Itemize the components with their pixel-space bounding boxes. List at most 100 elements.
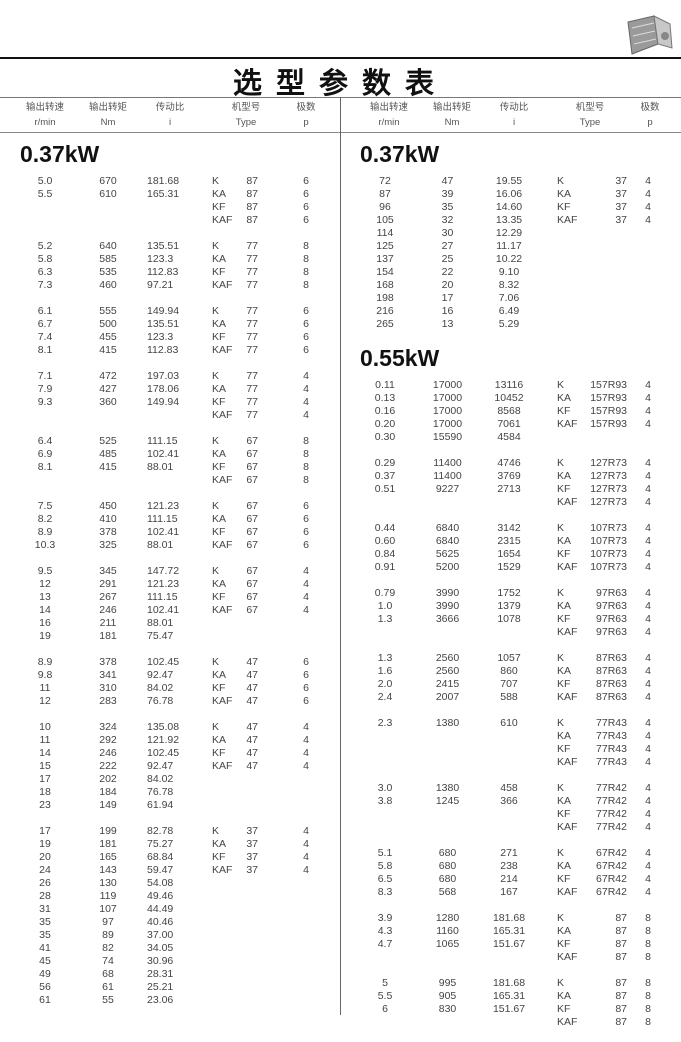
poles-cell: 4 (645, 392, 651, 404)
table-row: 41 82 34.05 (0, 942, 340, 955)
speed-cell: 0.16 (374, 405, 396, 417)
torque-cell: 2415 (435, 678, 460, 690)
poles-cell: 4 (645, 470, 651, 482)
table-row: 11 292 121.92 KA 47 4 (0, 734, 340, 747)
torque-cell: 680 (438, 860, 457, 872)
table-row: KA 77R43 4 (340, 730, 680, 743)
type-size-cell: 97R63 (596, 587, 627, 599)
torque-cell: 1380 (435, 717, 460, 729)
speed-cell: 7.1 (37, 370, 53, 382)
type-size-cell: 77 (246, 318, 258, 330)
speed-cell: 56 (39, 981, 51, 993)
row-group: 3.9 1280 181.68 K 87 8 4.3 1160 165.31 KA 87 8 4.7 10… (340, 912, 680, 964)
poles-cell: 4 (645, 847, 651, 859)
table-row: 3.8 1245 366 KA 77R42 4 (340, 795, 680, 808)
torque-cell: 17000 (432, 392, 463, 404)
ratio-cell: 82.78 (147, 825, 174, 837)
ratio-cell: 34.05 (147, 942, 174, 954)
type-prefix-cell: KF (557, 808, 571, 820)
poles-cell: 4 (645, 821, 651, 833)
type-prefix-cell: K (557, 457, 565, 469)
type-size-cell: 77R43 (596, 730, 627, 742)
type-prefix-cell: KAF (557, 886, 578, 898)
type-prefix-cell: KAF (557, 626, 578, 638)
speed-cell: 0.20 (374, 418, 396, 430)
table-row: 7.4 455 123.3 KF 77 6 (0, 331, 340, 344)
table-row: 9.8 341 92.47 KA 47 6 (0, 669, 340, 682)
speed-cell: 8.9 (37, 656, 53, 668)
header-poles-unit: p (647, 117, 653, 128)
speed-cell: 16 (39, 617, 51, 629)
poles-cell: 4 (645, 522, 651, 534)
type-prefix-cell: KA (557, 665, 572, 677)
table-row: 24 143 59.47 KAF 37 4 (0, 864, 340, 877)
table-row: 8.9 378 102.41 KF 67 6 (0, 526, 340, 539)
poles-cell: 4 (303, 370, 309, 382)
speed-cell: 8.1 (37, 461, 53, 473)
type-size-cell: 77R43 (596, 717, 627, 729)
torque-cell: 55 (102, 994, 114, 1006)
type-prefix-cell: KAF (212, 539, 233, 551)
poles-cell: 8 (303, 266, 309, 278)
ratio-cell: 6.49 (498, 305, 520, 317)
page-title: 选型参数表 (232, 66, 448, 100)
poles-cell: 8 (645, 951, 651, 963)
poles-cell: 4 (303, 838, 309, 850)
type-size-cell: 67 (246, 435, 258, 447)
ratio-cell: 271 (500, 847, 518, 859)
table-row: 8.9 378 102.45 K 47 6 (0, 656, 340, 669)
ratio-cell: 44.49 (147, 903, 174, 915)
torque-cell: 16 (441, 305, 454, 317)
table-row: KAF 67 8 (0, 474, 340, 487)
table-row: 105 32 13.35 KAF 37 4 (340, 214, 680, 227)
row-group: 6.1 555 149.94 K 77 6 6.7 500 135.51 KA 77 6 7.4 455 1… (0, 305, 340, 357)
ratio-cell: 4584 (497, 431, 521, 443)
type-prefix-cell: KAF (212, 214, 233, 226)
type-size-cell: 157R93 (590, 405, 627, 417)
row-group: 10 324 135.08 K 47 4 11 292 121.92 KA 47 4 14 246 102.… (0, 721, 340, 812)
speed-cell: 5.8 (37, 253, 53, 265)
table-row: 19 181 75.27 KA 37 4 (0, 838, 340, 851)
table-row: 35 89 37.00 (0, 929, 340, 942)
header-ratio-unit: i (512, 117, 516, 128)
speed-cell: 7.4 (37, 331, 53, 343)
table-row: 0.91 5200 1529 KAF 107R73 4 (340, 561, 680, 574)
speed-cell: 1.3 (377, 652, 393, 664)
row-group: 6.4 525 111.15 K 67 8 6.9 485 102.41 KA 67 8 8.1 415 8… (0, 435, 340, 487)
speed-cell: 6.4 (37, 435, 53, 447)
gear-reducer-image (627, 15, 673, 55)
poles-cell: 8 (303, 461, 309, 473)
poles-cell: 8 (303, 253, 309, 265)
column-right: 0.37kW 72 47 19.55 K 37 4 87 39 16.06 KA 37 4 96 35 14.… (340, 140, 680, 1042)
speed-cell: 19 (39, 630, 51, 642)
row-group: 1.3 2560 1057 K 87R63 4 1.6 2560 860 KA 87R63 4 2.0 2… (340, 652, 680, 704)
table-row: 7.5 450 121.23 K 67 6 (0, 500, 340, 513)
ratio-cell: 84.02 (147, 682, 174, 694)
table-row: 23 149 61.94 (0, 799, 340, 812)
type-prefix-cell: K (212, 305, 220, 317)
table-row: 87 39 16.06 KA 37 4 (340, 188, 680, 201)
torque-cell: 184 (99, 786, 117, 798)
row-group: 0.29 11400 4746 K 127R73 4 0.37 11400 3769 KA 127R… (340, 457, 680, 509)
ratio-cell: 7.06 (498, 292, 520, 304)
poles-cell: 6 (303, 318, 309, 330)
torque-cell: 9227 (435, 483, 460, 495)
speed-cell: 5.5 (37, 188, 53, 200)
type-prefix-cell: K (557, 912, 565, 924)
speed-cell: 6.7 (37, 318, 53, 330)
ratio-cell: 102.41 (147, 526, 180, 538)
speed-cell: 7.9 (37, 383, 53, 395)
speed-cell: 265 (376, 318, 394, 330)
table-row: 5.0 670 181.68 K 87 6 (0, 175, 340, 188)
table-row: 3.0 1380 458 K 77R42 4 (340, 782, 680, 795)
type-size-cell: 67R42 (596, 847, 627, 859)
speed-cell: 105 (376, 214, 394, 226)
type-size-cell: 87 (615, 951, 627, 963)
ratio-cell: 102.45 (147, 747, 180, 759)
ratio-cell: 707 (500, 678, 518, 690)
speed-cell: 137 (376, 253, 394, 265)
row-group: 0.44 6840 3142 K 107R73 4 0.60 6840 2315 KA 107R73… (340, 522, 680, 574)
ratio-cell: 238 (500, 860, 518, 872)
poles-cell: 4 (645, 214, 651, 226)
poles-cell: 4 (645, 860, 651, 872)
